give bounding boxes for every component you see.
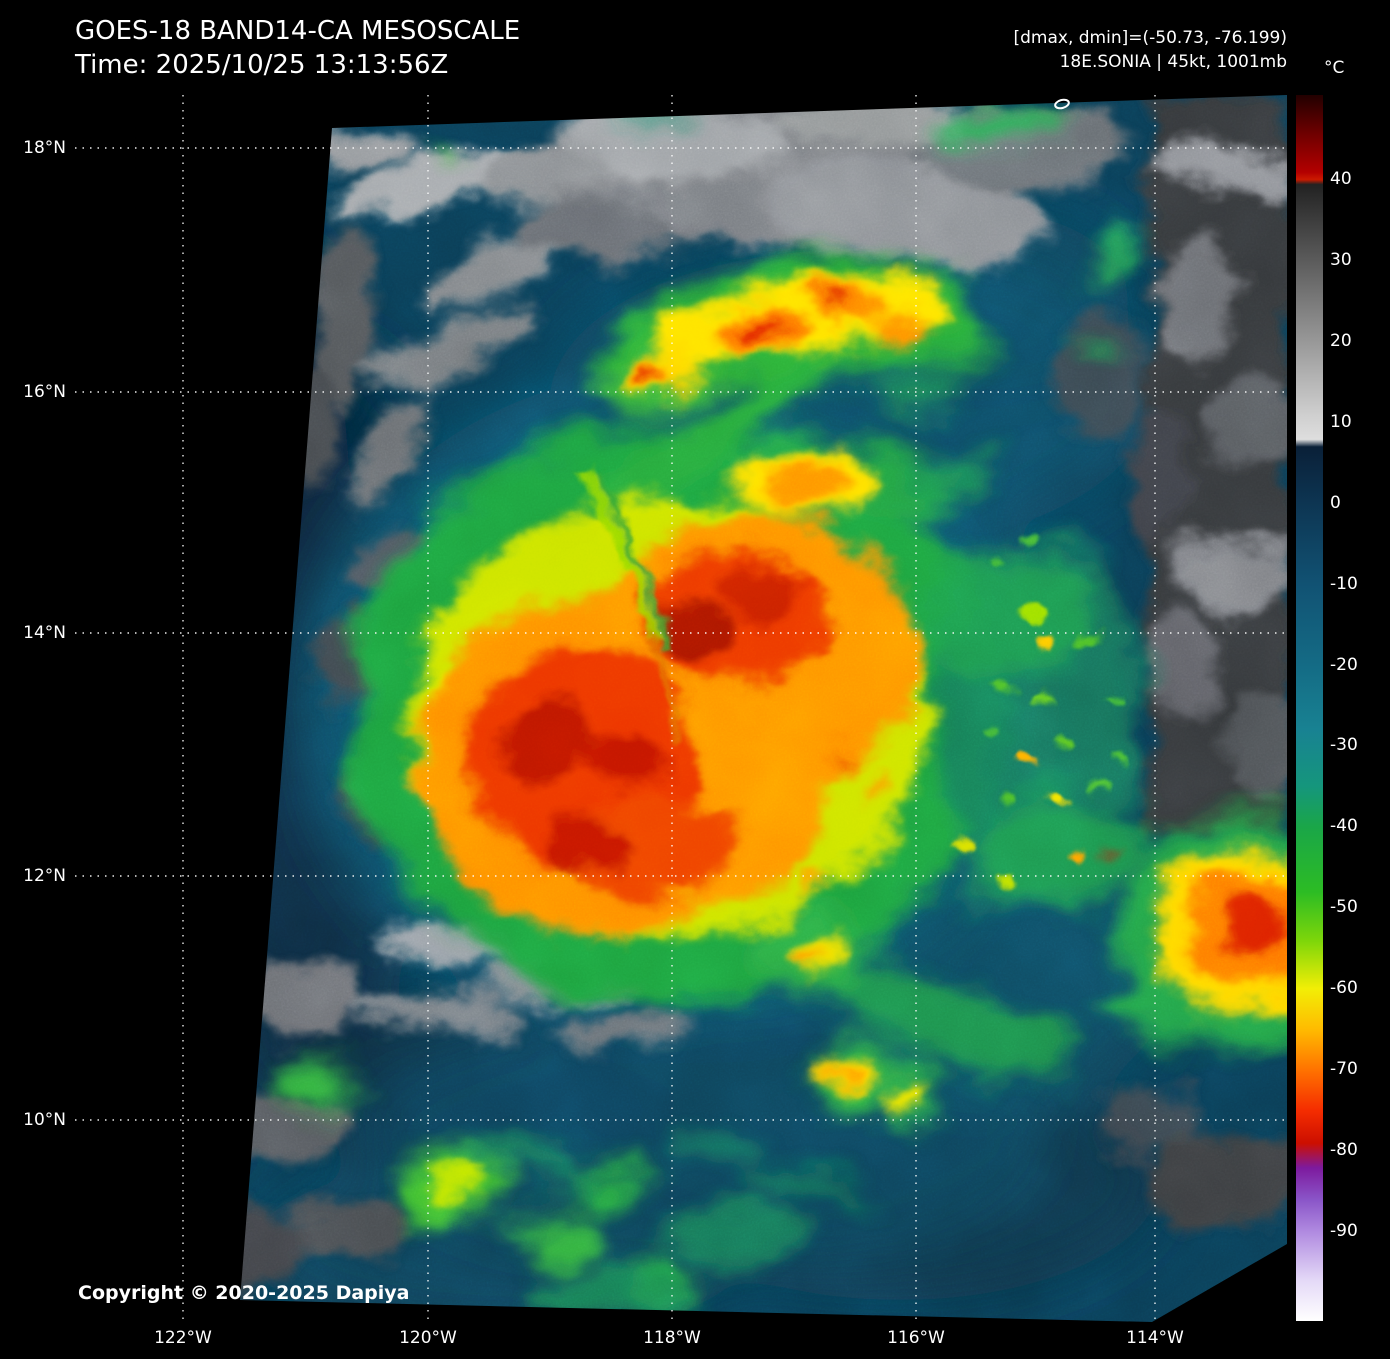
storm-position-marker (1054, 98, 1070, 110)
lon-tick-label: 114°W (1126, 1328, 1184, 1348)
lon-tick-label: 122°W (154, 1328, 212, 1348)
lon-tick-label: 118°W (643, 1328, 701, 1348)
lat-tick-label: 14°N (23, 623, 66, 643)
colorbar-tick-label: -30 (1330, 735, 1358, 756)
colorbar-tick-label: -80 (1330, 1140, 1358, 1161)
colorbar-tick-label: -10 (1330, 573, 1358, 594)
lat-tick-label: 10°N (23, 1110, 66, 1130)
storm-info: 18E.SONIA | 45kt, 1001mb (1059, 52, 1287, 72)
lat-tick-label: 12°N (23, 866, 66, 886)
colorbar-gradient (1296, 95, 1323, 1321)
copyright-text: Copyright © 2020-2025 Dapiya (78, 1282, 410, 1304)
grain-texture (240, 95, 1287, 1322)
lat-tick-label: 16°N (23, 382, 66, 402)
colorbar-unit-label: °C (1324, 58, 1345, 78)
lat-tick-label: 18°N (23, 138, 66, 158)
lon-tick-label: 120°W (399, 1328, 457, 1348)
colorbar-tick-label: 30 (1330, 249, 1352, 270)
colorbar-tick-label: -60 (1330, 978, 1358, 999)
colorbar-tick-label: -70 (1330, 1059, 1358, 1080)
colorbar-tick-label: -40 (1330, 816, 1358, 837)
timestamp: Time: 2025/10/25 13:13:56Z (75, 50, 449, 80)
colorbar-tick-label: 0 (1330, 492, 1341, 513)
scan-sector (240, 95, 1287, 1322)
dmax-dmin-readout: [dmax, dmin]=(-50.73, -76.199) (1013, 28, 1288, 48)
page-title: GOES-18 BAND14-CA MESOSCALE (75, 16, 521, 46)
lon-tick-label: 116°W (887, 1328, 945, 1348)
colorbar-tick-label: -20 (1330, 654, 1358, 675)
colorbar-tick-label: 40 (1330, 168, 1352, 189)
colorbar-tick-label: -90 (1330, 1220, 1358, 1241)
colorbar-tick-label: 20 (1330, 330, 1352, 351)
colorbar-tick-label: -50 (1330, 897, 1358, 918)
colorbar-tick-label: 10 (1330, 411, 1352, 432)
